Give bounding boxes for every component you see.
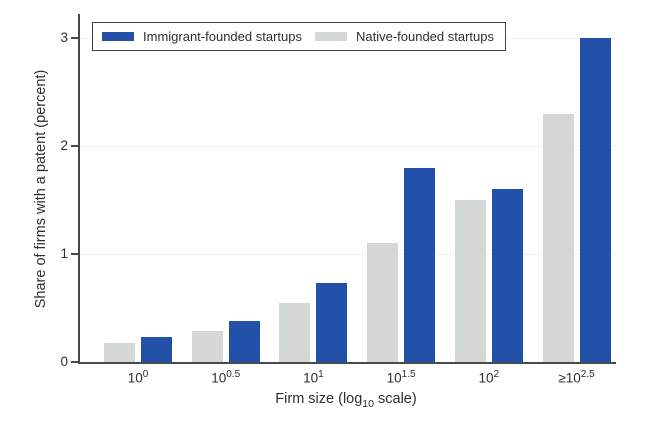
bar-native-10^2.5 bbox=[542, 113, 574, 362]
x-axis-title-sub: 10 bbox=[362, 397, 374, 410]
legend-label-immigrant: Immigrant-founded startups bbox=[143, 29, 302, 44]
y-tick-label-1: 1 bbox=[60, 246, 68, 261]
x-axis-title-post: scale) bbox=[373, 391, 417, 407]
bar-native-10^0 bbox=[104, 342, 135, 362]
legend-swatch-immigrant bbox=[102, 32, 134, 41]
legend-item-native: Native-founded startups bbox=[314, 29, 494, 44]
bar-immigrant-10^1.5 bbox=[404, 167, 436, 362]
x-tick-label-3: 101.5 bbox=[386, 369, 416, 386]
x-tick-label-1: 100.5 bbox=[211, 369, 241, 386]
y-tick-label-3: 3 bbox=[60, 30, 68, 45]
y-tick-2 bbox=[71, 145, 78, 147]
plot-area: 0 1 2 3 100 100.5 101 101.5 102 ≥102.5 Immigrant-… bbox=[60, 14, 616, 386]
gridline-y2 bbox=[80, 146, 616, 147]
legend-label-native: Native-founded startups bbox=[355, 29, 494, 44]
bar-immigrant-10^0.5 bbox=[228, 320, 260, 362]
y-axis-title: Share of firms with a patent (percent) bbox=[33, 69, 49, 309]
legend-swatch-native bbox=[314, 32, 347, 41]
x-tick-label-0: 100 bbox=[127, 369, 149, 386]
legend-item-immigrant: Immigrant-founded startups bbox=[102, 29, 302, 44]
bar-native-10^2 bbox=[454, 200, 486, 362]
bar-immigrant-10^2.5 bbox=[579, 38, 611, 362]
bar-native-10^0.5 bbox=[191, 330, 223, 362]
y-tick-label-2: 2 bbox=[60, 138, 68, 153]
bar-immigrant-10^1 bbox=[316, 283, 348, 362]
x-tick-label-4: 102 bbox=[478, 369, 500, 386]
y-tick-1 bbox=[71, 253, 78, 255]
x-axis-title-pre: Firm size (log bbox=[275, 391, 363, 407]
y-tick-0 bbox=[71, 361, 78, 363]
bar-native-10^1.5 bbox=[367, 243, 399, 362]
bar-native-10^1 bbox=[279, 302, 311, 362]
legend: Immigrant-founded startups Native-founde… bbox=[92, 22, 506, 51]
bar-immigrant-10^2 bbox=[491, 189, 523, 362]
y-tick-3 bbox=[71, 37, 78, 39]
x-tick-label-5: ≥102.5 bbox=[558, 369, 595, 386]
x-axis-title: Firm size (log10 scale) bbox=[78, 391, 614, 410]
gridline-y1 bbox=[80, 254, 616, 255]
bar-immigrant-10^0 bbox=[141, 337, 172, 362]
x-tick-label-2: 101 bbox=[303, 369, 324, 386]
y-tick-label-0: 0 bbox=[60, 354, 68, 369]
